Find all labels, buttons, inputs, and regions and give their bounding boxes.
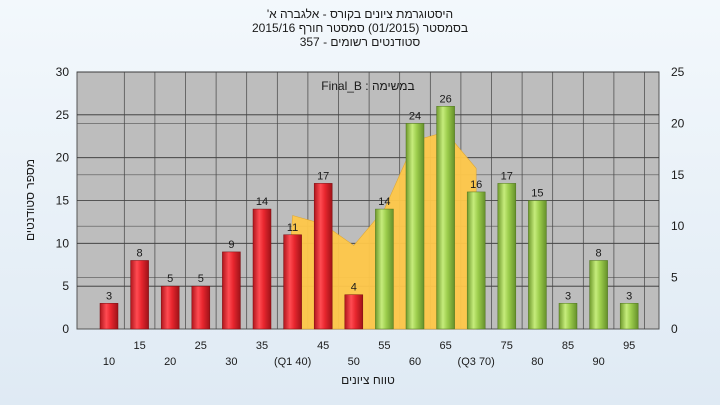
data-labels-layer: 3 8 5 5 9 14 11 17 4 14 24 26 16 17 15 3 8 3 [106,93,632,302]
y-tick-label-left: 5 [62,279,69,293]
bar-value-label: 17 [317,170,329,182]
x-tick-label: 25 [195,340,207,352]
bar-value-label: 16 [470,179,482,191]
x-tick-label: (Q1 40) [274,356,311,368]
bar-value-label: 24 [409,110,421,122]
y-tick-label-right: 0 [671,322,678,336]
bar-value-label: 14 [256,196,268,208]
x-tick-label: 85 [562,340,574,352]
bar [589,260,608,330]
bar [130,260,149,330]
chart-title-line-1: היסטוגרמת ציונים בקורס - אלגברה א' [267,7,453,21]
x-tick-label: 90 [592,356,604,368]
bar-value-label: 17 [501,170,513,182]
x-axis-labels: 10 15 20 25 30 35 (Q1 40) 45 50 55 60 65 (Q3 70) 75 80… [103,340,635,368]
x-tick-label: 65 [439,340,451,352]
bar [344,294,364,330]
bar-value-label: 5 [198,273,204,285]
x-tick-label: 55 [378,340,390,352]
bar [283,234,302,330]
bar [558,303,578,330]
x-axis-title: טווח ציונים [341,373,395,387]
x-tick-label: 35 [256,340,268,352]
y-tick-label-right: 15 [671,168,685,182]
chart-title-line-2: בסמסטר (01/2015) סמסטר חורף 2015/16 [252,21,468,35]
y-tick-label-left: 15 [56,194,70,208]
bar [160,285,180,330]
bar-value-label: 3 [106,290,112,302]
bar [405,123,425,330]
y-axis-title: מספר סטודנטים [23,159,37,241]
y-tick-label-left: 10 [56,236,70,250]
bar [191,285,211,330]
y-tick-label-right: 5 [671,271,678,285]
x-tick-label: (Q3 70) [458,356,495,368]
bar-value-label: 11 [287,222,298,234]
x-tick-label: 15 [133,340,145,352]
bar [99,303,119,330]
gridlines [77,71,659,329]
y-tick-label-left: 20 [56,151,70,165]
annotation-label: במשימה : Final_B [321,79,414,93]
bar-value-label: 5 [167,273,173,285]
bar-value-label: 8 [596,247,602,259]
bar [313,183,333,330]
y-tick-label-right: 10 [671,219,685,233]
bar [466,191,486,330]
bar-value-label: 4 [351,282,357,294]
bar [497,183,517,330]
bar-value-label: 15 [531,188,543,200]
bar-value-label: 3 [626,290,632,302]
x-tick-label: 30 [225,356,237,368]
y-axis-right: 0 5 10 15 20 25 [671,65,685,336]
bar [619,303,639,330]
bar-value-label: 9 [228,239,234,251]
bar [436,106,455,330]
x-tick-label: 45 [317,340,329,352]
bar-value-label: 8 [137,247,143,259]
x-tick-label: 50 [348,356,360,368]
bar-value-label: 3 [565,290,571,302]
bar-value-label: 26 [439,93,451,105]
y-tick-label-right: 25 [671,65,685,79]
y-tick-label-left: 25 [56,108,70,122]
x-tick-label: 75 [501,340,513,352]
y-tick-label-left: 0 [62,322,69,336]
x-tick-label: 60 [409,356,421,368]
bar [528,200,547,330]
x-tick-label: 10 [103,356,115,368]
y-axis-left: 0 5 10 15 20 25 30 [56,65,70,336]
bar [252,208,272,330]
x-tick-label: 95 [623,340,635,352]
y-tick-label-right: 20 [671,116,685,130]
bar [222,251,241,330]
y-tick-label-left: 30 [56,65,70,79]
bar [375,208,394,330]
chart-title-line-3: סטודנטים רשומים - 357 [300,35,421,49]
x-tick-label: 20 [164,356,176,368]
bars-layer [99,106,639,330]
x-tick-label: 80 [531,356,543,368]
bar-value-label: 14 [378,196,390,208]
